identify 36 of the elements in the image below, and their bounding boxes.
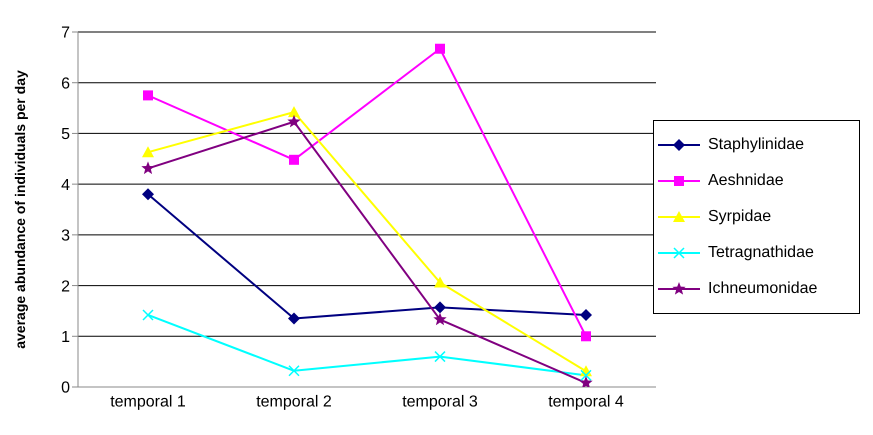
point (143, 90, 153, 100)
x-tick-label: temporal 3 (402, 393, 478, 410)
point (434, 350, 446, 362)
legend-label: Ichneumonidae (708, 280, 818, 298)
point (288, 106, 300, 118)
x-tick-label: temporal 2 (256, 393, 332, 410)
y-tick-label: 2 (61, 278, 70, 296)
legend-label: Staphylinidae (708, 136, 804, 154)
point (287, 114, 301, 128)
point (288, 312, 300, 325)
y-tick-label: 6 (61, 75, 70, 92)
point (288, 365, 300, 377)
point (142, 188, 154, 200)
x-tick-label: temporal 1 (110, 393, 186, 410)
y-tick-label: 4 (61, 176, 70, 194)
point (433, 312, 447, 326)
point (580, 308, 592, 321)
point (142, 309, 154, 321)
y-axis-title: average abundance of individuals per day (12, 70, 28, 349)
point (434, 301, 446, 314)
point (434, 276, 446, 288)
legend-label: Aeshnidae (708, 172, 784, 190)
point (141, 161, 155, 174)
y-tick-label: 0 (61, 380, 70, 397)
y-tick-label: 5 (61, 126, 70, 144)
y-tick-label: 7 (61, 24, 70, 42)
legend-label: Tetragnathidae (708, 244, 814, 262)
point (289, 154, 299, 165)
legend-label: Syrpidae (708, 208, 772, 226)
y-tick-label: 3 (61, 228, 70, 245)
point (435, 44, 445, 54)
point (142, 146, 154, 158)
y-tick-label: 1 (61, 328, 70, 346)
x-tick-label: temporal 4 (548, 393, 624, 410)
point (580, 370, 592, 382)
point (581, 331, 591, 342)
